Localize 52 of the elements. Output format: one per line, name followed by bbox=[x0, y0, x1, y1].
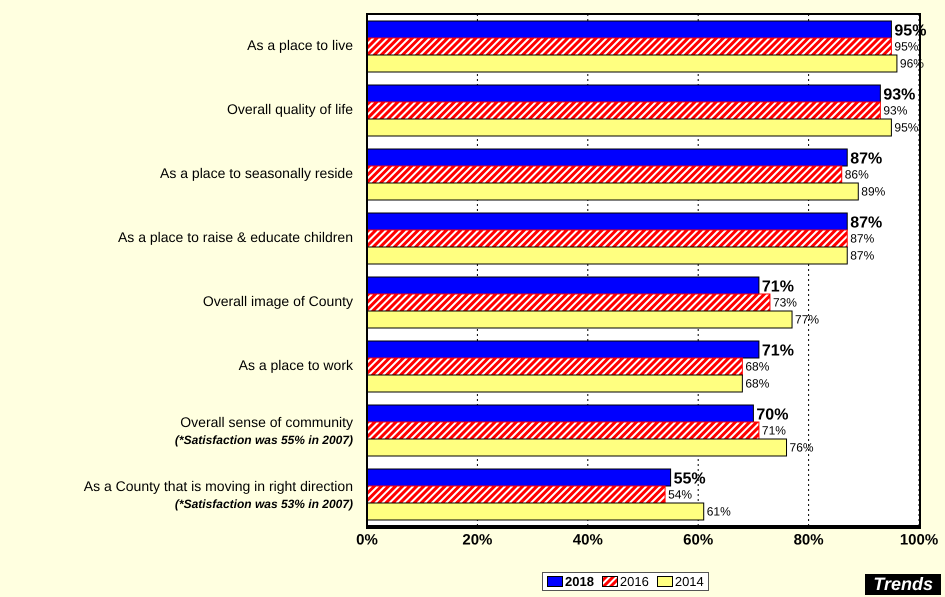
bar bbox=[367, 468, 672, 486]
data-label: 87% bbox=[850, 150, 882, 168]
data-label: 95% bbox=[894, 40, 919, 54]
bar bbox=[367, 118, 892, 136]
data-label: 73% bbox=[772, 296, 798, 310]
data-label: 77% bbox=[795, 312, 820, 326]
data-label: 71% bbox=[762, 342, 794, 360]
bar bbox=[367, 294, 770, 312]
x-tick-label: 80% bbox=[794, 532, 824, 549]
legend-label: 2018 bbox=[564, 574, 594, 589]
data-label: 55% bbox=[674, 470, 706, 488]
data-label: 71% bbox=[762, 278, 794, 296]
y-tick-label: As a place to work bbox=[238, 357, 354, 373]
y-tick-label: Overall image of County bbox=[202, 293, 353, 309]
data-label: 93% bbox=[883, 104, 908, 118]
data-label: 86% bbox=[844, 168, 870, 182]
x-tick-label: 100% bbox=[900, 532, 938, 549]
x-tick-label: 0% bbox=[356, 532, 378, 549]
data-label: 68% bbox=[745, 376, 770, 390]
bar bbox=[367, 102, 881, 120]
bar bbox=[367, 38, 892, 56]
data-label: 93% bbox=[883, 86, 916, 104]
data-label: 87% bbox=[850, 232, 875, 246]
y-tick-label: Overall sense of community (*Satisfaction was 55% in 2007) bbox=[174, 414, 353, 447]
bar bbox=[367, 486, 666, 504]
bar bbox=[367, 358, 743, 376]
x-tick-label: 40% bbox=[572, 532, 603, 549]
legend-label: 2016 bbox=[618, 574, 649, 589]
text: Trends bbox=[865, 574, 941, 595]
data-label: 70% bbox=[756, 406, 788, 424]
y-tick-label: As a County that is moving in right direction (*Satisfaction was 53% in 2007) bbox=[84, 478, 353, 511]
bar bbox=[367, 438, 788, 456]
y-tick-label: As a place to seasonally reside bbox=[160, 165, 354, 181]
bar bbox=[367, 230, 848, 248]
data-label: 95% bbox=[894, 120, 919, 134]
bar bbox=[367, 422, 760, 440]
data-label: 76% bbox=[790, 440, 814, 454]
data-label: 89% bbox=[861, 184, 886, 198]
bar bbox=[367, 166, 842, 184]
data-label: 61% bbox=[706, 504, 732, 518]
legend-label: 2014 bbox=[674, 574, 704, 589]
data-label: 87% bbox=[850, 214, 882, 232]
y-tick-label: Overall quality of life bbox=[226, 101, 354, 117]
x-tick-label: 20% bbox=[462, 532, 492, 549]
data-label: 71% bbox=[762, 424, 786, 438]
data-label: 87% bbox=[850, 248, 875, 262]
data-label: 54% bbox=[668, 488, 692, 502]
x-tick-label: 60% bbox=[683, 532, 714, 549]
bar bbox=[367, 148, 848, 166]
y-tick-label: As a place to live bbox=[247, 37, 354, 53]
y-tick-label: As a place to raise & educate children bbox=[118, 229, 353, 245]
data-label: 68% bbox=[745, 360, 770, 374]
